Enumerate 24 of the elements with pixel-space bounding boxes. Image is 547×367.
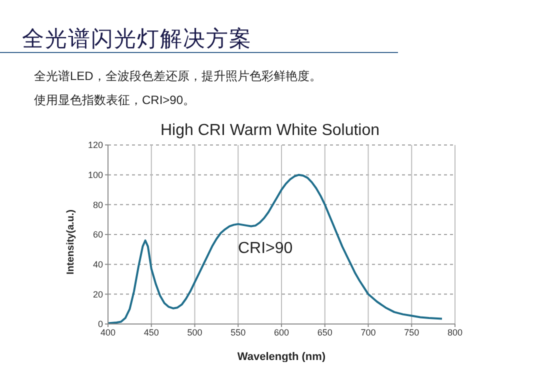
x-tick-label: 550 [230, 327, 246, 338]
annotation: CRI>90 [238, 240, 293, 258]
y-tick-label: 100 [88, 170, 103, 180]
y-tick-label: 20 [92, 289, 103, 300]
x-tick-label: 600 [274, 327, 290, 338]
y-tick-label: 0 [98, 319, 103, 330]
y-tick-label: 40 [92, 260, 103, 270]
x-tick-label: 450 [144, 327, 159, 338]
x-tick-label: 750 [404, 327, 420, 338]
line-series [108, 174, 443, 324]
x-tick-label: 800 [447, 327, 463, 338]
x-tick-label: 700 [360, 327, 376, 338]
y-axis-title: Intensity(a.u.) [66, 209, 77, 274]
text: 使用显色指数表征，CRI>90。 [34, 92, 196, 109]
x-axis-title: Wavelength (nm) [237, 351, 326, 363]
y-tick-label: 120 [88, 140, 103, 150]
y-tick-label: 80 [92, 200, 103, 210]
text: 全光谱LED，全波段色差还原，提升照片色彩鲜艳度。 [34, 68, 322, 85]
x-tick-label: 500 [187, 327, 202, 338]
x-tick-label: 650 [317, 327, 332, 338]
x-tick-label: 400 [100, 327, 116, 338]
y-tick-label: 60 [92, 230, 103, 240]
chart-title: High CRI Warm White Solution [159, 122, 381, 140]
chart-subtitle: 全光谱闪光灯解决方案 [22, 25, 252, 53]
